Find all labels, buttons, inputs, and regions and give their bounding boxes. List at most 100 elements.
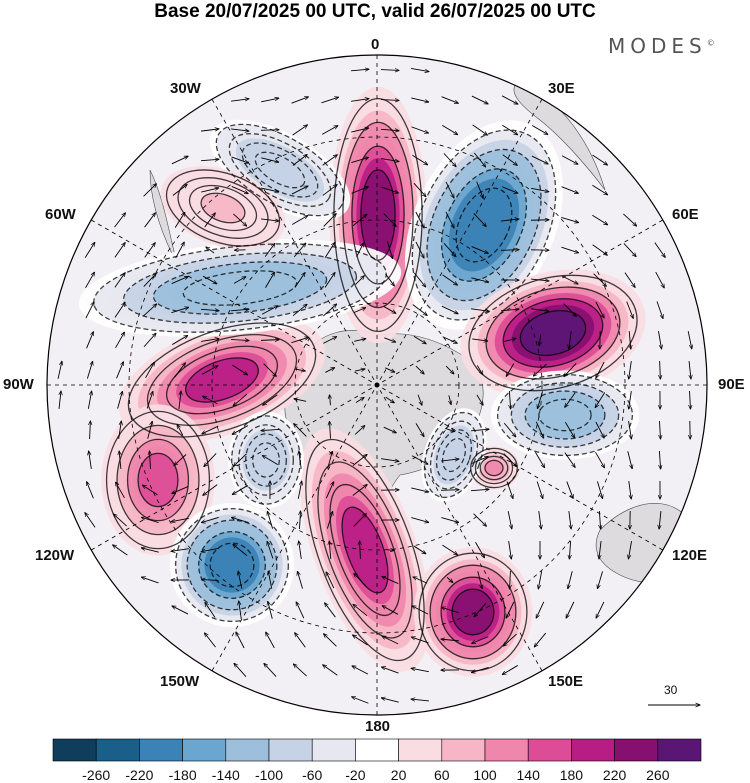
colorbar-swatch [355, 738, 399, 762]
wind-arrow [629, 391, 632, 409]
wind-arrow [141, 517, 159, 524]
anomaly-contour [479, 455, 509, 481]
wind-arrow [353, 604, 368, 617]
positive-anomaly-shade [185, 357, 259, 403]
wind-arrow [658, 331, 661, 349]
wind-arrow [119, 451, 121, 470]
shading-layer [78, 86, 646, 677]
colorbar-swatch [657, 738, 702, 762]
wind-arrow [596, 361, 605, 378]
wind-arrow [477, 571, 482, 588]
wind-arrow [629, 361, 632, 379]
wind-arrow [470, 489, 489, 490]
positive-anomaly-shade [360, 169, 396, 261]
anomaly-contour [429, 564, 517, 660]
wind-arrow [291, 337, 308, 344]
wind-arrow [146, 391, 153, 409]
wind-arrow [356, 243, 364, 258]
wind-arrow [147, 421, 153, 439]
wind-arrow [628, 541, 632, 559]
wind-arrow [472, 339, 488, 341]
colorbar-swatch [139, 738, 183, 762]
wind-arrow [267, 541, 274, 559]
anomaly-contour [342, 121, 414, 309]
wind-arrow [261, 157, 278, 162]
colorbar-tick-label: 140 [516, 767, 540, 783]
wind-arrow [596, 481, 602, 498]
wind-arrow [445, 365, 454, 374]
wind-arrow [382, 667, 399, 674]
wind-arrow [142, 485, 158, 496]
wind-arrow [565, 392, 576, 408]
wind-arrow [471, 667, 489, 672]
anomaly-contour [174, 507, 289, 622]
wind-arrow [411, 97, 428, 102]
wind-arrow [117, 391, 123, 409]
wind-arrow [568, 511, 571, 529]
wind-arrow [171, 156, 188, 165]
anomaly-contour [197, 531, 266, 600]
wind-arrow [415, 365, 424, 374]
wind-arrow [299, 511, 300, 530]
wind-arrow [593, 273, 607, 287]
wind-arrow [291, 97, 309, 104]
wind-arrow [500, 250, 519, 251]
wind-arrow [145, 362, 155, 379]
colorbar-tick-label: -20 [345, 767, 366, 783]
wind-arrow [539, 334, 541, 346]
lon-label-90e: 90E [718, 376, 745, 393]
wind-arrow [143, 304, 156, 317]
colorbar-swatch [441, 738, 486, 762]
wind-arrow [352, 485, 367, 496]
colorbar-swatch [225, 738, 270, 762]
wind-arrow [353, 635, 368, 646]
wind-arrow [294, 424, 307, 437]
wind-arrow [595, 392, 606, 407]
wind-arrow [354, 339, 366, 342]
wind-arrow [294, 273, 305, 288]
wind-arrow [412, 606, 429, 615]
wind-arrow [231, 99, 249, 102]
wind-arrow [654, 242, 665, 258]
wind-arrow [267, 511, 274, 529]
wind-arrow [172, 335, 188, 345]
wind-arrow [299, 451, 302, 469]
wind-arrow [506, 363, 515, 377]
anomaly-contour [93, 243, 387, 333]
wind-arrow [262, 455, 278, 465]
wind-arrow [57, 361, 62, 379]
wind-arrow [177, 425, 184, 436]
wind-arrow [150, 451, 151, 470]
wind-arrow [174, 454, 187, 466]
wind-arrow [599, 541, 602, 559]
wind-arrow [441, 96, 459, 104]
wind-arrow [413, 545, 426, 554]
wind-arrow [628, 421, 632, 439]
wind-arrow [201, 188, 219, 193]
lon-label-60e: 60E [672, 206, 699, 223]
wind-arrow [471, 457, 489, 464]
wind-arrow [296, 602, 305, 619]
wind-arrow [323, 214, 337, 227]
anomaly-contour [127, 322, 317, 438]
anomaly-contour [440, 576, 506, 648]
wind-arrow [206, 247, 215, 254]
wind-arrow [597, 571, 603, 588]
wind-arrow [202, 275, 217, 284]
wind-arrow [442, 124, 457, 134]
wind-arrow [380, 129, 399, 130]
wind-arrow [325, 482, 333, 499]
wind-arrow [299, 541, 302, 559]
wind-arrow [292, 125, 308, 136]
wind-arrow [86, 332, 94, 349]
wind-arrow [443, 153, 456, 166]
wind-arrow [291, 186, 308, 195]
wind-arrow [263, 394, 278, 405]
wind-arrow [268, 571, 273, 589]
wind-arrow [569, 540, 570, 559]
wind-arrow [502, 124, 517, 135]
wind-arrow [383, 306, 396, 314]
wind-arrow [623, 243, 636, 256]
colorbar-tick-label: 180 [559, 767, 584, 783]
wind-arrow [383, 426, 397, 433]
